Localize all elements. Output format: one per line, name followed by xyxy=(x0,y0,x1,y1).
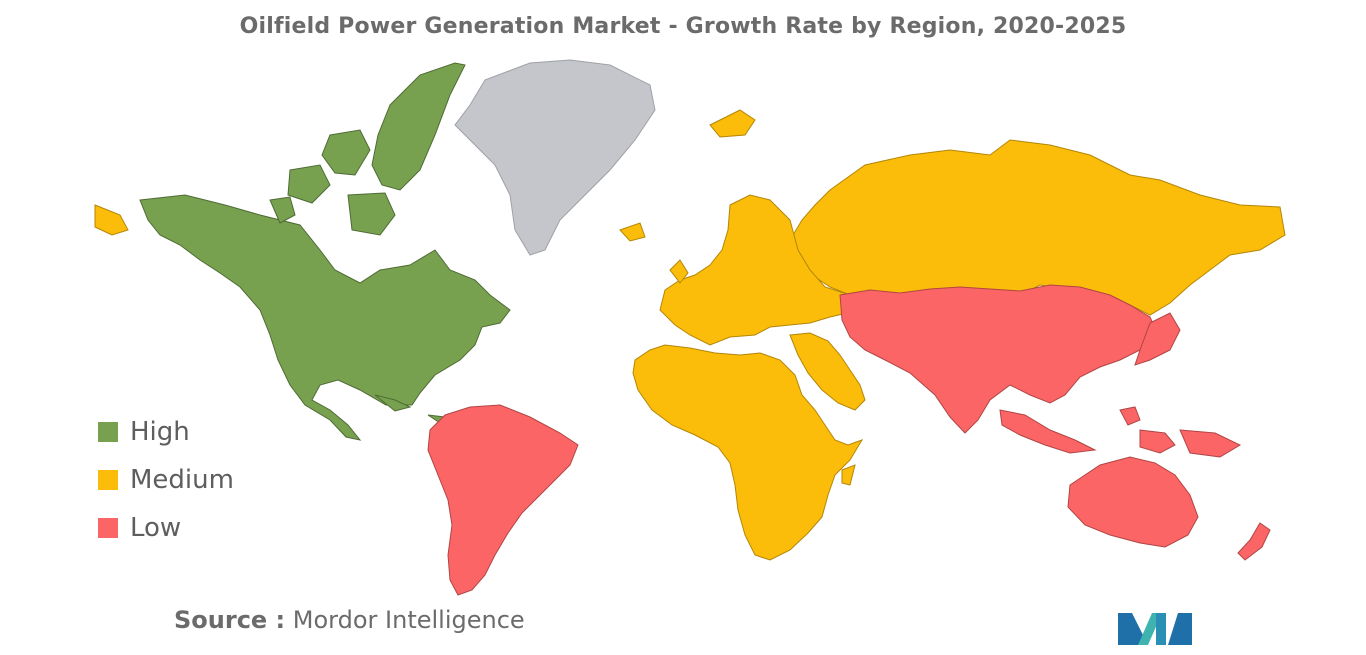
legend-swatch-medium xyxy=(98,470,118,490)
legend-swatch-low xyxy=(98,518,118,538)
legend-item-low: Low xyxy=(98,504,234,552)
legend-item-medium: Medium xyxy=(98,456,234,504)
map-legend: High Medium Low xyxy=(98,408,234,552)
mordor-intelligence-logo xyxy=(1118,613,1192,645)
region-north-america xyxy=(139,62,511,441)
legend-label: Low xyxy=(130,513,182,543)
source-text: Mordor Intelligence xyxy=(285,606,525,634)
legend-label: High xyxy=(130,417,190,447)
legend-item-high: High xyxy=(98,408,234,456)
world-map xyxy=(94,59,1286,596)
region-low xyxy=(427,284,1271,596)
map-title: Oilfield Power Generation Market - Growt… xyxy=(239,14,1127,39)
region-medium xyxy=(94,109,1286,561)
source-label: Source : xyxy=(174,606,286,634)
legend-swatch-high xyxy=(98,422,118,442)
region-greenland xyxy=(454,59,656,256)
legend-label: Medium xyxy=(130,465,234,495)
source-credit: Source : Mordor Intelligence xyxy=(174,606,525,634)
